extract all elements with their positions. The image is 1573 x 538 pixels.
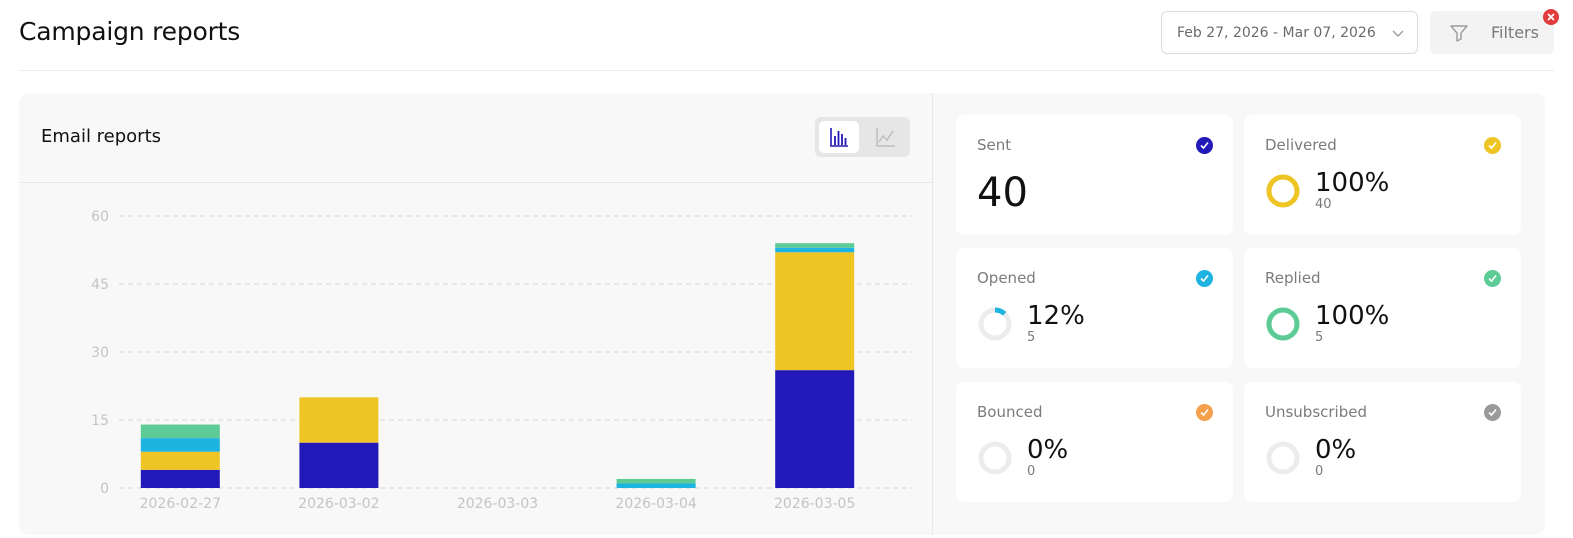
filters-button[interactable]: Filters bbox=[1430, 11, 1554, 54]
stat-card-bounced[interactable]: Bounced 0% 0 bbox=[956, 382, 1233, 502]
filter-icon bbox=[1450, 25, 1468, 42]
bar-segment-sent bbox=[299, 442, 379, 488]
stat-count: 0 bbox=[1315, 464, 1324, 479]
bar-segment-opened bbox=[616, 483, 696, 488]
stat-percent: 12% bbox=[1027, 301, 1085, 331]
y-tick-label: 60 bbox=[91, 209, 109, 225]
x-tick-label: 2026-03-03 bbox=[457, 496, 538, 512]
chart-view-toggle bbox=[815, 117, 910, 157]
bar-chart-icon bbox=[830, 128, 848, 147]
filters-label: Filters bbox=[1491, 23, 1539, 42]
y-tick-label: 30 bbox=[91, 345, 109, 361]
clear-filters-button[interactable] bbox=[1543, 9, 1559, 25]
check-icon[interactable] bbox=[1484, 404, 1501, 421]
progress-ring bbox=[1266, 441, 1300, 475]
bar-segment-sent bbox=[775, 370, 855, 488]
y-tick-label: 0 bbox=[100, 481, 109, 497]
y-tick-label: 45 bbox=[91, 277, 109, 293]
line-chart-view-button[interactable] bbox=[866, 121, 906, 153]
email-reports-section: Email reports 0 15 30 45 60 2026-02-27 2026-03… bbox=[19, 93, 933, 535]
stat-card-sent[interactable]: Sent 40 bbox=[956, 115, 1233, 235]
bar-segment-replied bbox=[140, 424, 220, 439]
y-tick-label: 15 bbox=[91, 413, 109, 429]
stat-label: Opened bbox=[977, 269, 1036, 287]
header-divider bbox=[19, 70, 1554, 71]
email-reports-chart: 0 15 30 45 60 2026-02-27 2026-03-02 2026-03-03 2… bbox=[91, 209, 912, 512]
stat-count: 5 bbox=[1027, 330, 1036, 345]
stat-label: Delivered bbox=[1265, 136, 1337, 154]
stat-count: 5 bbox=[1315, 330, 1324, 345]
reports-panel: Email reports 0 15 30 45 60 2026-02-27 2026-03… bbox=[19, 93, 1545, 535]
bar-segment-sent bbox=[140, 469, 220, 488]
close-icon bbox=[1547, 13, 1555, 21]
check-icon[interactable] bbox=[1196, 137, 1213, 154]
stat-label: Bounced bbox=[977, 403, 1043, 421]
stat-label: Unsubscribed bbox=[1265, 403, 1367, 421]
stat-count: 40 bbox=[1315, 197, 1332, 212]
bar-segment-delivered bbox=[775, 252, 855, 371]
bar-segment-replied bbox=[616, 478, 696, 484]
bar-segment-replied bbox=[775, 243, 855, 248]
bar-segment-opened bbox=[140, 438, 220, 452]
stat-card-unsubscribed[interactable]: Unsubscribed 0% 0 bbox=[1244, 382, 1521, 502]
date-range-picker[interactable]: Feb 27, 2026 - Mar 07, 2026 bbox=[1161, 11, 1418, 54]
progress-ring bbox=[978, 441, 1012, 475]
stat-percent: 100% bbox=[1315, 301, 1390, 331]
progress-ring bbox=[978, 307, 1012, 341]
email-reports-title: Email reports bbox=[41, 126, 162, 147]
stat-percent: 0% bbox=[1315, 435, 1357, 465]
bar-segment-opened bbox=[775, 247, 855, 253]
stat-label: Sent bbox=[977, 136, 1012, 154]
stat-count: 0 bbox=[1027, 464, 1036, 479]
chart-divider bbox=[19, 182, 933, 183]
stat-percent: 0% bbox=[1027, 435, 1069, 465]
stat-card-delivered[interactable]: Delivered 100% 40 bbox=[1244, 115, 1521, 235]
stat-card-opened[interactable]: Opened 12% 5 bbox=[956, 248, 1233, 368]
check-icon[interactable] bbox=[1196, 404, 1213, 421]
page-title: Campaign reports bbox=[19, 17, 241, 46]
bar-segment-delivered bbox=[140, 451, 220, 470]
stat-percent: 100% bbox=[1315, 168, 1390, 198]
check-icon[interactable] bbox=[1484, 270, 1501, 287]
bar-chart-view-button[interactable] bbox=[819, 121, 859, 153]
check-icon[interactable] bbox=[1484, 137, 1501, 154]
page-header: Campaign reports Feb 27, 2026 - Mar 07, … bbox=[0, 0, 1573, 72]
progress-ring bbox=[1266, 307, 1300, 341]
x-tick-label: 2026-03-05 bbox=[774, 496, 855, 512]
date-range-value: Feb 27, 2026 - Mar 07, 2026 bbox=[1177, 25, 1376, 41]
bar-segment-delivered bbox=[299, 397, 379, 443]
x-tick-label: 2026-02-27 bbox=[140, 496, 221, 512]
check-icon[interactable] bbox=[1196, 270, 1213, 287]
stat-card-replied[interactable]: Replied 100% 5 bbox=[1244, 248, 1521, 368]
line-chart-icon bbox=[876, 128, 895, 147]
x-tick-label: 2026-03-02 bbox=[298, 496, 379, 512]
stat-label: Replied bbox=[1265, 269, 1321, 287]
chevron-down-icon bbox=[1392, 30, 1404, 37]
progress-ring bbox=[1266, 174, 1300, 208]
stat-value: 40 bbox=[977, 170, 1028, 216]
x-tick-label: 2026-03-04 bbox=[615, 496, 696, 512]
